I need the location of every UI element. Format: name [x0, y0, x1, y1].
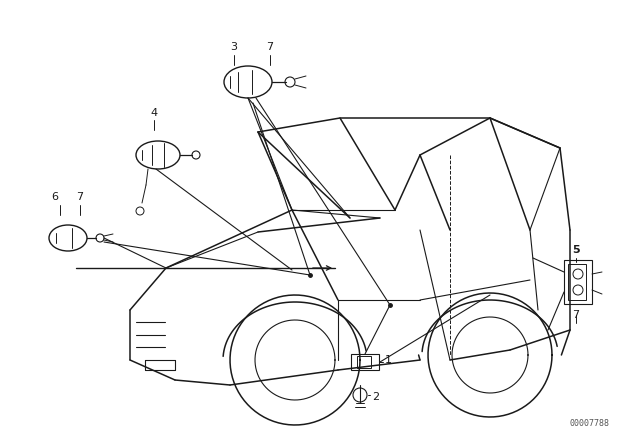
- FancyBboxPatch shape: [357, 356, 371, 368]
- Text: 6: 6: [51, 192, 58, 202]
- Text: 7: 7: [572, 310, 580, 320]
- FancyBboxPatch shape: [564, 260, 592, 304]
- Text: 2: 2: [372, 392, 379, 402]
- FancyBboxPatch shape: [568, 264, 586, 300]
- Text: 1: 1: [385, 355, 392, 365]
- Text: 4: 4: [150, 108, 157, 118]
- Text: 5: 5: [572, 245, 580, 255]
- Text: 00007788: 00007788: [570, 419, 610, 428]
- Text: 7: 7: [76, 192, 84, 202]
- FancyBboxPatch shape: [351, 354, 379, 370]
- Text: 7: 7: [266, 42, 273, 52]
- Text: 3: 3: [230, 42, 237, 52]
